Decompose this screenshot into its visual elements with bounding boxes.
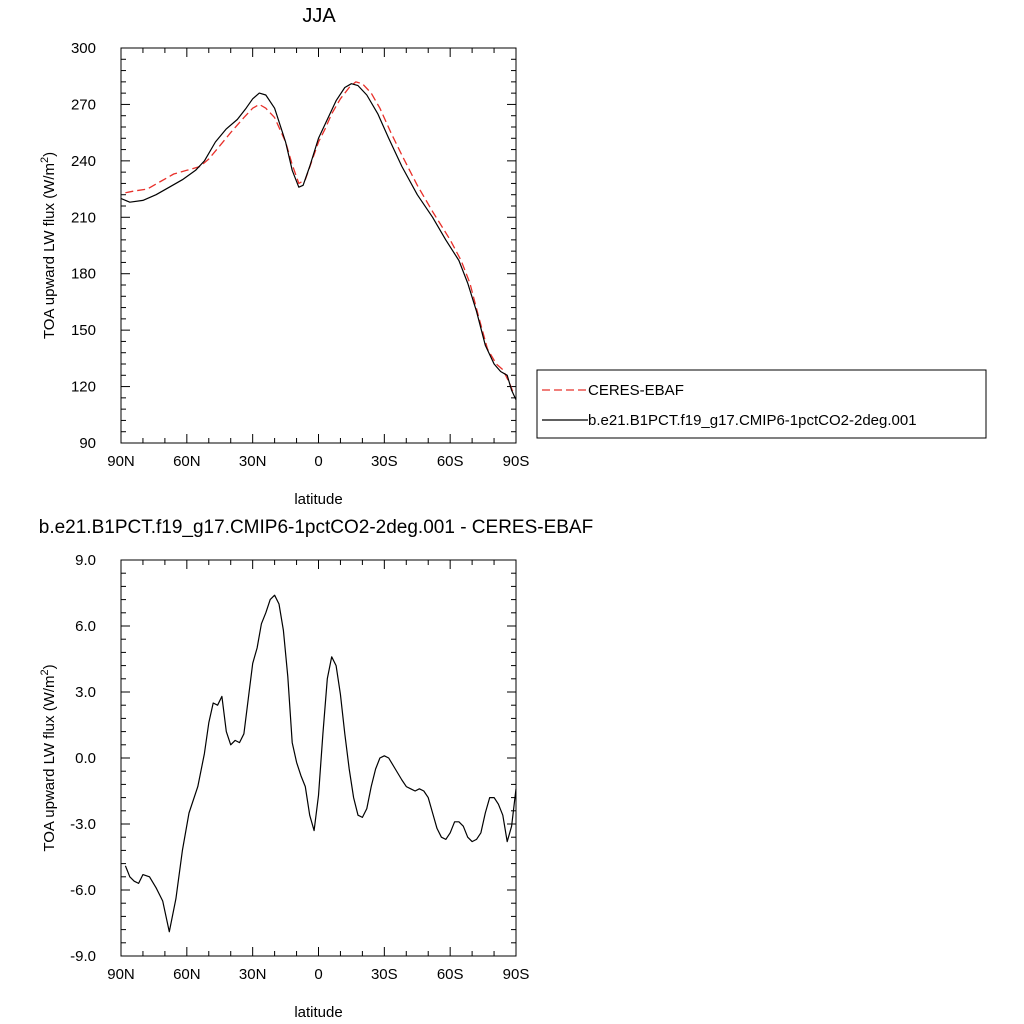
lower-y-tick-label: 3.0	[75, 684, 96, 701]
upper-x-tick-label: 90S	[503, 453, 530, 470]
lower-panel: b.e21.B1PCT.f19_g17.CMIP6-1pctCO2-2deg.0…	[39, 517, 593, 1021]
upper-y-tick-label: 150	[71, 322, 96, 339]
upper-y-tick-label: 240	[71, 153, 96, 170]
upper-y-tick-label: 300	[71, 40, 96, 57]
lower-y-tick-label: -6.0	[70, 882, 96, 899]
upper-y-tick-label: 120	[71, 379, 96, 396]
lower-panel-frame	[120, 559, 517, 957]
upper-series-line-0	[125, 81, 515, 395]
lower-y-tick-label: 0.0	[75, 750, 96, 767]
upper-y-axis-label: TOA upward LW flux (W/m2)	[39, 152, 58, 339]
upper-y-tick-label: 90	[79, 435, 96, 452]
upper-x-tick-label: 60S	[437, 453, 464, 470]
upper-y-tick-label: 180	[71, 266, 96, 283]
upper-x-axis-label: latitude	[294, 491, 342, 508]
upper-y-tick-label: 270	[71, 96, 96, 113]
upper-panel-ticks: 90N 60N 30N 0 30S 60S 90S 90 120 150 180 210 240 270 3…	[71, 40, 529, 470]
upper-series-line-1	[120, 83, 517, 400]
lower-x-tick-label: 30S	[371, 966, 398, 983]
lower-y-tick-label: 6.0	[75, 618, 96, 635]
lower-x-tick-label: 0	[314, 966, 322, 983]
upper-x-tick-label: 30N	[239, 453, 267, 470]
legend-box	[536, 369, 987, 439]
upper-panel-frame	[120, 47, 517, 444]
legend-label-ceres: CERES-EBAF	[588, 382, 684, 399]
upper-panel-title: JJA	[302, 5, 336, 27]
lower-y-axis-label: TOA upward LW flux (W/m2)	[39, 664, 58, 851]
legend: CERES-EBAF b.e21.B1PCT.f19_g17.CMIP6-1pc…	[536, 369, 987, 439]
upper-x-tick-label: 30S	[371, 453, 398, 470]
lower-panel-ticks: 90N 60N 30N 0 30S 60S 90S -9.0 -6.0 -3.0 0.0 3.0 6.0…	[70, 552, 529, 983]
lower-x-tick-label: 90N	[107, 966, 135, 983]
upper-panel-series	[120, 81, 517, 400]
lower-x-axis-label: latitude	[294, 1004, 342, 1021]
legend-label-model: b.e21.B1PCT.f19_g17.CMIP6-1pctCO2-2deg.0…	[588, 412, 917, 429]
upper-y-tick-label: 210	[71, 209, 96, 226]
lower-x-tick-label: 30N	[239, 966, 267, 983]
lower-x-tick-label: 60S	[437, 966, 464, 983]
upper-x-tick-label: 0	[314, 453, 322, 470]
lower-panel-title: b.e21.B1PCT.f19_g17.CMIP6-1pctCO2-2deg.0…	[39, 517, 593, 538]
upper-x-tick-label: 60N	[173, 453, 201, 470]
lower-y-tick-label: -3.0	[70, 816, 96, 833]
lower-y-tick-label: 9.0	[75, 552, 96, 569]
upper-x-tick-label: 90N	[107, 453, 135, 470]
lower-series-line-0	[124, 594, 517, 933]
lower-panel-series	[124, 594, 517, 933]
upper-panel: JJA 90N 60N 30N 0 30S 60S 90S 90 120 150 180 210 240…	[39, 5, 529, 508]
lower-x-tick-label: 90S	[503, 966, 530, 983]
lower-x-tick-label: 60N	[173, 966, 201, 983]
lower-y-tick-label: -9.0	[70, 948, 96, 965]
